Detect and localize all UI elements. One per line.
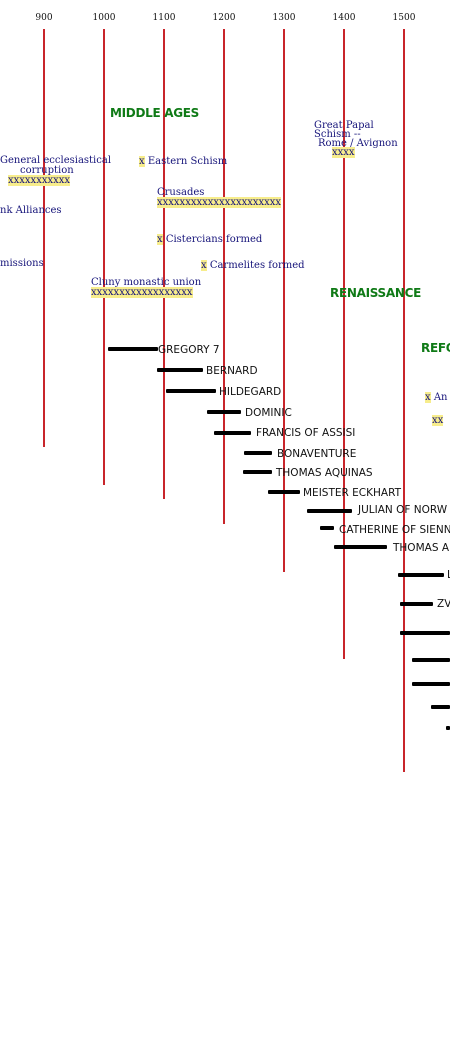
crusades-marks: xxxxxxxxxxxxxxxxxxxxxx (157, 197, 282, 208)
lifespan-bar-l (398, 573, 444, 577)
century-line-1300 (283, 29, 285, 572)
lifespan-bar-francis (214, 431, 251, 435)
eastern-schism-label: Eastern Schism (144, 156, 228, 167)
lifespan-bar-dominic (207, 410, 241, 414)
carmelites-label: Carmelites formed (206, 260, 305, 271)
event-cistercians: x Cistercians formed (157, 234, 263, 245)
lifespan-bar-gregory-7 (108, 347, 158, 351)
lifespan-bar-17 (446, 726, 450, 730)
lifespan-bar-zv (400, 602, 433, 606)
papal-schism-marks: xxxx (332, 147, 355, 158)
year-label-1500: 1500 (392, 13, 416, 23)
event-carmelites: x Carmelites formed (201, 260, 305, 271)
person-hildegard: HILDEGARD (219, 386, 282, 398)
cistercians-label: Cistercians formed (162, 234, 263, 245)
lifespan-bar-meister-eckhart (268, 490, 300, 494)
person-thomas-a: THOMAS A (393, 542, 450, 554)
year-label-1100: 1100 (152, 13, 176, 23)
person-meister-eckhart: MEISTER ECKHART (303, 487, 402, 499)
lifespan-bar-catherine (320, 526, 334, 530)
lifespan-bar-bernard (157, 368, 203, 372)
person-bernard: BERNARD (206, 365, 258, 377)
cistercians-mark: x (157, 234, 163, 245)
event-missions: missions (0, 258, 44, 269)
event-right-1: x An (425, 392, 448, 403)
era-middle-ages: MIDDLE AGES (110, 106, 200, 120)
crusades-label: Crusades (157, 187, 205, 198)
lifespan-bar-hildegard (166, 389, 216, 393)
carmelites-mark: x (201, 260, 207, 271)
century-line-900 (43, 29, 45, 447)
lifespan-bar-14 (412, 658, 450, 662)
person-julian: JULIAN OF NORW (358, 504, 448, 516)
year-label-1400: 1400 (332, 13, 356, 23)
person-dominic: DOMINIC (245, 407, 292, 419)
person-thomas-aquinas: THOMAS AQUINAS (276, 467, 373, 479)
lifespan-bar-16 (431, 705, 450, 709)
event-crusades: Crusades xxxxxxxxxxxxxxxxxxxxxx (157, 187, 282, 208)
papal-schism-line2: Schism -- (314, 129, 361, 140)
era-reformation: REFO (421, 341, 450, 355)
century-line-1500 (403, 29, 405, 772)
lifespan-bar-15 (412, 682, 450, 686)
person-francis: FRANCIS OF ASSISI (256, 427, 356, 439)
century-line-1000 (103, 29, 105, 485)
eastern-schism-mark: x (139, 156, 145, 167)
year-label-1200: 1200 (212, 13, 236, 23)
event-cluny: Cluny monastic union xxxxxxxxxxxxxxxxxx (91, 278, 201, 298)
person-catherine: CATHERINE OF SIENN (339, 524, 450, 536)
event-general-corruption-line2: corruption (20, 165, 74, 176)
cluny-marks: xxxxxxxxxxxxxxxxxx (91, 287, 193, 298)
event-frank-alliances: nk Alliances (0, 205, 62, 216)
person-zv: ZV (437, 598, 450, 610)
right-mark-2: xx (432, 415, 444, 426)
person-l: L (447, 569, 450, 581)
papal-schism-line3: Rome / Avignon (318, 138, 398, 149)
right-mark-1: x (425, 392, 431, 403)
event-eastern-schism: x Eastern Schism (139, 156, 228, 167)
event-general-corruption-marks: xxxxxxxxxxx (8, 175, 71, 186)
lifespan-bar-bonaventure (244, 451, 272, 455)
event-general-corruption-line1: General ecclesiastical (0, 155, 112, 166)
right-text-1: An (430, 392, 448, 403)
papal-schism-line1: Great Papal (314, 120, 374, 131)
event-right-2: xx (432, 415, 444, 426)
event-papal-schism: Great Papal Schism -- Rome / Avignon xxx… (314, 120, 398, 158)
lifespan-bar-13 (400, 631, 450, 635)
year-label-900: 900 (35, 13, 53, 23)
era-renaissance: RENAISSANCE (330, 286, 422, 300)
century-line-1100 (163, 29, 165, 499)
century-line-1200 (223, 29, 225, 524)
cluny-label: Cluny monastic union (91, 277, 202, 288)
lifespan-bar-julian (307, 509, 352, 513)
lifespan-bar-thomas-a (334, 545, 387, 549)
year-label-1300: 1300 (272, 13, 296, 23)
person-bonaventure: BONAVENTURE (277, 448, 357, 460)
year-label-1000: 1000 (92, 13, 116, 23)
century-line-1400 (343, 29, 345, 659)
lifespan-bar-thomas-aquinas (243, 470, 272, 474)
event-general-corruption: General ecclesiastical corruption xxxxxx… (0, 156, 111, 186)
person-gregory-7: GREGORY 7 (158, 344, 220, 356)
